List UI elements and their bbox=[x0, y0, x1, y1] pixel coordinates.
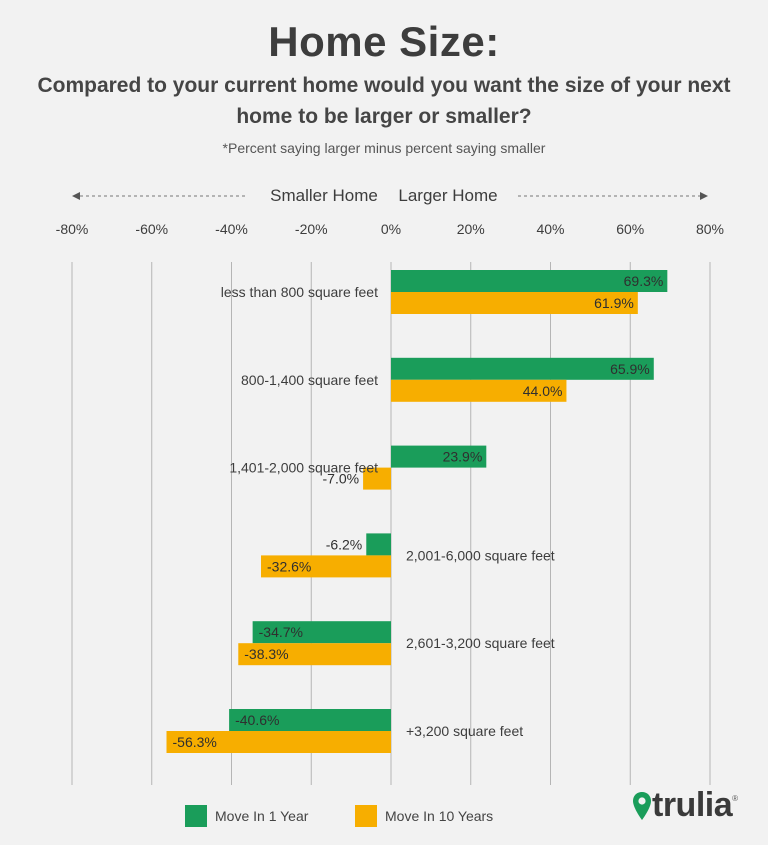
x-tick-label: -40% bbox=[215, 221, 248, 237]
bar-move-1-year bbox=[391, 357, 654, 380]
left-arrow-icon bbox=[72, 192, 80, 200]
legend-label-move-1-year: Move In 1 Year bbox=[215, 808, 309, 824]
bar-move-10-years bbox=[391, 379, 567, 402]
data-label: -38.3% bbox=[244, 646, 288, 662]
data-label: -56.3% bbox=[173, 734, 217, 750]
data-label: 61.9% bbox=[594, 295, 634, 311]
x-tick-label: 40% bbox=[536, 221, 564, 237]
data-label: -32.6% bbox=[267, 558, 311, 574]
x-tick-label: -20% bbox=[295, 221, 328, 237]
category-label: 2,001-6,000 square feet bbox=[406, 547, 555, 563]
logo-wordmark: trulia bbox=[652, 786, 733, 824]
bar-move-1-year bbox=[229, 709, 391, 731]
category-label: less than 800 square feet bbox=[221, 284, 378, 300]
category-label: 800-1,400 square feet bbox=[241, 372, 378, 388]
logo-registered-mark: ® bbox=[732, 794, 739, 803]
data-label: -34.7% bbox=[259, 624, 303, 640]
x-tick-label: 80% bbox=[696, 221, 724, 237]
category-label: 2,601-3,200 square feet bbox=[406, 635, 555, 651]
legend-swatch-move-1-year bbox=[185, 805, 207, 827]
legend-label-move-10-years: Move In 10 Years bbox=[385, 808, 494, 824]
bar-move-10-years bbox=[238, 643, 391, 666]
data-label: -6.2% bbox=[326, 536, 363, 552]
direction-label-larger: Larger Home bbox=[398, 186, 497, 205]
data-label: 44.0% bbox=[523, 383, 563, 399]
legend-item-move-1-year: Move In 1 Year bbox=[185, 805, 308, 827]
legend-swatch-move-10-years bbox=[355, 805, 377, 827]
chart-title: Home Size: bbox=[268, 18, 500, 65]
x-tick-label: 60% bbox=[616, 221, 644, 237]
chart-subtitle: Compared to your current home would you … bbox=[37, 74, 731, 128]
data-label: -7.0% bbox=[323, 471, 360, 487]
bar-move-1-year bbox=[391, 445, 487, 468]
bar-move-10-years bbox=[363, 467, 391, 490]
trulia-logo: trulia ® bbox=[632, 786, 738, 825]
bar-move-10-years bbox=[166, 731, 391, 753]
data-label: 23.9% bbox=[443, 449, 483, 465]
bar-move-10-years bbox=[391, 292, 638, 314]
direction-label-smaller: Smaller Home bbox=[270, 186, 378, 205]
x-tick-label: -80% bbox=[56, 221, 89, 237]
bar-move-1-year bbox=[366, 533, 391, 556]
map-pin-icon bbox=[633, 791, 651, 820]
chart-note: *Percent saying larger minus percent say… bbox=[222, 140, 546, 156]
bar-move-1-year bbox=[391, 270, 668, 292]
category-label: +3,200 square feet bbox=[406, 723, 523, 739]
legend-item-move-10-years: Move In 10 Years bbox=[355, 805, 493, 827]
data-label: 69.3% bbox=[624, 273, 664, 289]
data-label: -40.6% bbox=[235, 712, 279, 728]
bar-move-10-years bbox=[261, 555, 391, 578]
data-label: 65.9% bbox=[610, 361, 650, 377]
category-label: 1,401-2,000 square feet bbox=[229, 460, 378, 476]
x-tick-label: 0% bbox=[381, 221, 401, 237]
bar-move-1-year bbox=[252, 621, 391, 644]
right-arrow-icon bbox=[700, 192, 708, 200]
x-tick-label: -60% bbox=[135, 221, 168, 237]
x-tick-label: 20% bbox=[457, 221, 485, 237]
